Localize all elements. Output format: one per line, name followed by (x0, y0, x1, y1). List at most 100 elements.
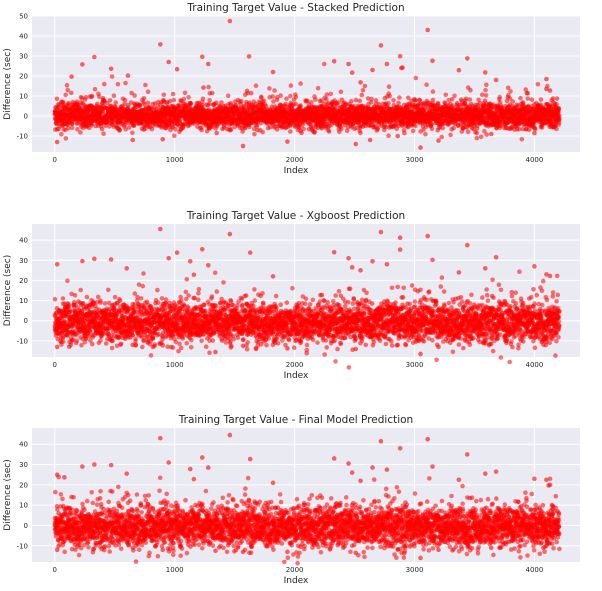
scatter-point (130, 130, 135, 136)
scatter-point (69, 90, 74, 96)
y-tick-label: 30 (19, 53, 28, 61)
scatter-point (443, 92, 449, 98)
scatter-point (158, 42, 163, 47)
scatter-point (78, 287, 83, 293)
y-tick-label: 50 (19, 13, 28, 21)
scatter-point (186, 95, 191, 100)
scatter-point (78, 130, 83, 135)
scatter-point (360, 88, 366, 93)
x-tick-label: 0 (53, 156, 57, 164)
x-tick-label: 1000 (166, 156, 184, 164)
scatter-point (66, 126, 71, 131)
scatter-point (386, 133, 391, 138)
scatter-point (488, 131, 494, 137)
scatter-point (474, 126, 480, 131)
scatter-point (397, 53, 403, 59)
scatter-point (440, 125, 446, 131)
scatter-point (439, 134, 445, 140)
y-tick-label: 40 (19, 33, 28, 41)
scatter-point (413, 75, 419, 81)
scatter-point (108, 66, 114, 72)
scatter-point (246, 54, 252, 59)
scatter-point (130, 137, 136, 143)
x-tick-label: 4000 (526, 156, 544, 164)
subplot-1: 0 1000 2000 3000 4000-1001020304050Training … (3, 2, 580, 176)
scatter-point (161, 92, 167, 98)
scatter-point (284, 96, 289, 101)
scatter-point (328, 91, 334, 97)
scatter-point (172, 133, 177, 138)
scatter-point (67, 308, 73, 313)
scatter-point (484, 132, 490, 137)
scatter-point (103, 341, 109, 346)
scatter-point (126, 125, 132, 130)
scatter-point (554, 126, 559, 132)
scatter-point (456, 67, 462, 73)
x-tick-label: 2000 (286, 156, 304, 164)
scatter-point (425, 27, 431, 33)
scatter-point (89, 93, 95, 99)
x-axis-label: Index (284, 166, 309, 176)
scatter-point (109, 345, 115, 351)
scatter-point (556, 106, 562, 111)
scatter-point (452, 93, 457, 99)
scatter-point (369, 96, 374, 102)
scatter-point (201, 85, 206, 90)
scatter-point (270, 69, 276, 75)
scatter-point (65, 278, 70, 284)
scatter-point (112, 294, 118, 300)
scatter-point (525, 91, 530, 96)
scatter-point (83, 95, 89, 100)
scatter-point (474, 130, 480, 136)
scatter-point (353, 141, 359, 147)
scatter-point (118, 341, 124, 347)
scatter-point (113, 100, 119, 105)
scatter-point (285, 139, 290, 144)
scatter-point (370, 67, 375, 73)
scatter-point (474, 135, 480, 141)
scatter-point (107, 98, 113, 103)
scatter-point (99, 126, 105, 132)
scatter-point (92, 54, 97, 60)
scatter-point (547, 88, 553, 93)
y-axis-label: Difference (sec) (3, 48, 13, 119)
scatter-point (483, 87, 488, 93)
scatter-point (338, 89, 344, 95)
scatter-point (111, 93, 117, 98)
scatter-point (402, 130, 407, 136)
y-tick-label: -10 (17, 133, 28, 141)
scatter-point (117, 298, 123, 304)
scatter-point (298, 128, 303, 134)
scatter-point (557, 116, 562, 122)
scatter-point (479, 92, 485, 97)
scatter-point (102, 301, 108, 306)
scatter-point (64, 82, 70, 88)
plot-area (32, 16, 580, 152)
scatter-point (532, 130, 537, 136)
scatter-point (493, 77, 499, 83)
scatter-point (349, 99, 354, 104)
scatter-point (386, 84, 392, 89)
scatter-point (248, 90, 254, 96)
scatter-point (554, 96, 560, 101)
scatter-point (72, 293, 78, 298)
scatter-point (384, 61, 390, 67)
scatter-point (288, 83, 294, 88)
scatter-point (141, 96, 147, 101)
scatter-point (482, 70, 488, 75)
scatter-point (464, 56, 470, 61)
scatter-point (497, 94, 503, 100)
scatter-point (69, 125, 75, 131)
scatter-point (418, 145, 423, 150)
scatter-point (109, 74, 115, 79)
scatter-point (106, 287, 111, 293)
scatter-point (324, 92, 330, 97)
scatter-point (359, 92, 365, 98)
scatter-point (298, 103, 303, 108)
scatter-point (171, 97, 177, 103)
scatter-point (61, 339, 66, 344)
scatter-point (510, 99, 516, 104)
scatter-point (358, 80, 363, 85)
